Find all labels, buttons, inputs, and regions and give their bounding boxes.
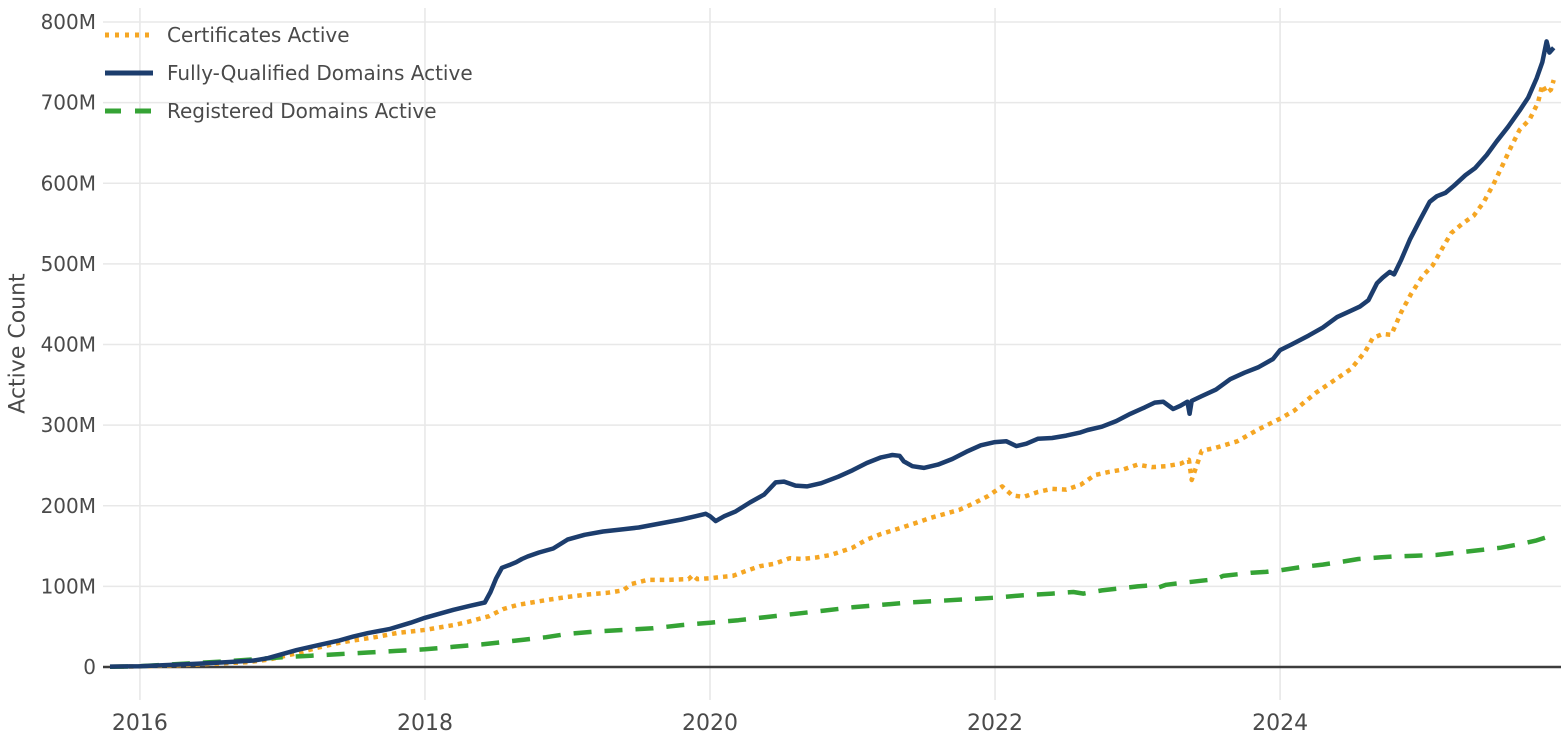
y-tick-label: 600M [41, 171, 96, 195]
y-tick-label: 0 [83, 655, 96, 679]
legend-label: Fully-Qualified Domains Active [167, 61, 473, 85]
y-axis-title: Active Count [5, 273, 31, 414]
x-tick-label: 2016 [112, 711, 168, 736]
y-tick-label: 300M [41, 413, 96, 437]
y-tick-label: 400M [41, 333, 96, 357]
series-line-certificates-active[interactable] [109, 79, 1556, 670]
legend-item-fully-qualified-domains-active[interactable]: Fully-Qualified Domains Active [103, 54, 473, 92]
series-line-registered-domains-active[interactable] [109, 530, 1555, 670]
legend-label: Registered Domains Active [167, 99, 437, 123]
y-tick-label: 800M [41, 10, 96, 34]
dashed-green-line-icon [105, 108, 153, 114]
legend-item-certificates-active[interactable]: Certificates Active [103, 16, 473, 54]
x-tick-label: 2022 [967, 711, 1023, 736]
legend-item-registered-domains-active[interactable]: Registered Domains Active [103, 92, 473, 130]
legend-label: Certificates Active [167, 23, 350, 47]
y-tick-label: 100M [41, 574, 96, 598]
series-line-fully-qualified-domains-active[interactable] [109, 39, 1556, 669]
solid-navy-line-icon [105, 70, 153, 76]
dotted-orange-line-icon [105, 32, 153, 38]
x-tick-label: 2020 [682, 711, 738, 736]
y-tick-label: 500M [41, 252, 96, 276]
legend: Certificates Active Fully-Qualified Doma… [103, 16, 473, 130]
y-tick-label: 700M [41, 91, 96, 115]
x-tick-label: 2024 [1252, 711, 1308, 736]
x-tick-label: 2018 [397, 711, 453, 736]
y-tick-label: 200M [41, 494, 96, 518]
